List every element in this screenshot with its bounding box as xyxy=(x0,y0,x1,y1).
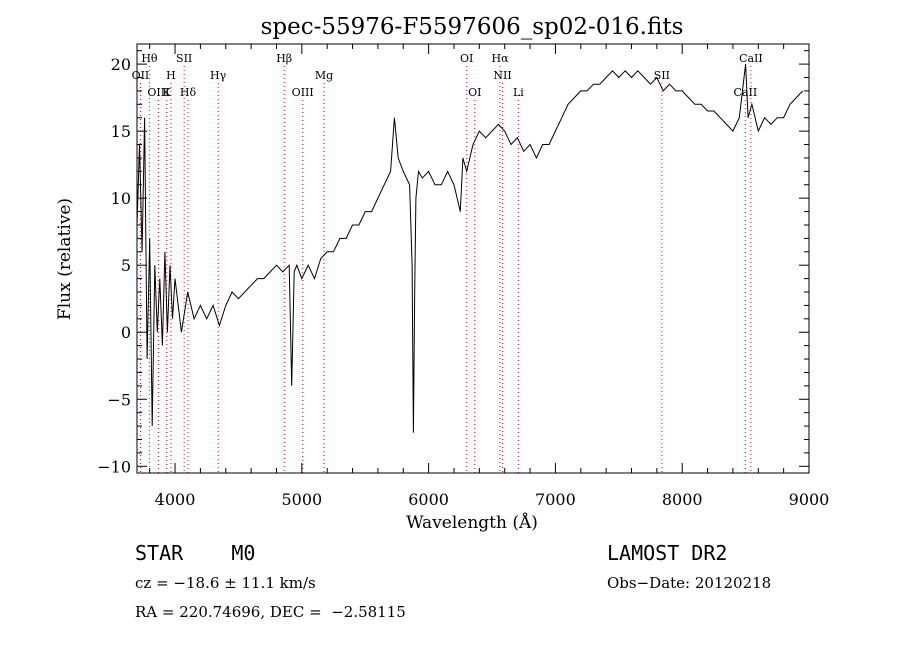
marker-label-12: Hα xyxy=(491,52,509,65)
marker-label-0: Hθ xyxy=(141,52,158,65)
y-axis-label: Flux (relative) xyxy=(55,198,75,320)
marker-label-3: SII xyxy=(176,52,192,65)
marker-label-1: OII xyxy=(132,69,150,82)
object-class-label: STAR M0 xyxy=(135,541,256,565)
y-tick-label-2: 0 xyxy=(121,323,131,342)
y-axis: −10 −5 0 5 10 15 20 xyxy=(97,50,809,476)
x-tick-label-3: 7000 xyxy=(535,490,576,509)
x-tick-label-4: 8000 xyxy=(662,490,703,509)
marker-label-8: Hβ xyxy=(276,52,292,65)
x-axis: 4000 5000 6000 7000 8000 9000 xyxy=(149,44,830,509)
x-axis-label: Wavelength (Å) xyxy=(406,512,538,533)
marker-label-16: SII xyxy=(654,69,670,82)
redshift-label: cz = −18.6 ± 11.1 km/s xyxy=(135,574,316,592)
chart-title: spec-55976-F5597606_sp02-016.fits xyxy=(261,14,684,40)
y-tick-label-3: 5 xyxy=(121,256,131,275)
line-marker-group xyxy=(139,66,752,473)
x-tick-label-2: 6000 xyxy=(408,490,449,509)
survey-label: LAMOST DR2 xyxy=(607,541,728,565)
marker-label-14: OI xyxy=(468,86,481,99)
x-tick-label-5: 9000 xyxy=(789,490,830,509)
y-tick-label-5: 15 xyxy=(111,122,131,141)
marker-label-4: H xyxy=(166,69,176,82)
marker-label-13: NII xyxy=(493,69,511,82)
marker-label-2: OIII xyxy=(147,86,169,99)
marker-label-5: K xyxy=(163,86,172,99)
y-tick-label-1: −5 xyxy=(107,390,131,409)
y-tick-label-4: 10 xyxy=(111,189,131,208)
obs-date-label: Obs−Date: 20120218 xyxy=(607,574,772,592)
marker-label-15: Li xyxy=(513,86,524,99)
marker-label-18: CaII xyxy=(734,86,758,99)
x-tick-label-1: 5000 xyxy=(281,490,322,509)
x-tick-label-0: 4000 xyxy=(155,490,196,509)
marker-label-6: Hδ xyxy=(180,86,197,99)
marker-label-10: OIII xyxy=(292,86,314,99)
plot-frame xyxy=(136,43,810,474)
y-tick-label-0: −10 xyxy=(97,457,131,476)
marker-label-9: Mg xyxy=(315,69,333,82)
spectrum-line xyxy=(136,64,804,433)
coordinates-label: RA = 220.74696, DEC = −2.58115 xyxy=(135,603,406,621)
y-tick-label-6: 20 xyxy=(111,55,131,74)
marker-label-11: OI xyxy=(460,52,473,65)
marker-label-17: CaII xyxy=(739,52,763,65)
marker-label-7: Hγ xyxy=(210,69,227,82)
